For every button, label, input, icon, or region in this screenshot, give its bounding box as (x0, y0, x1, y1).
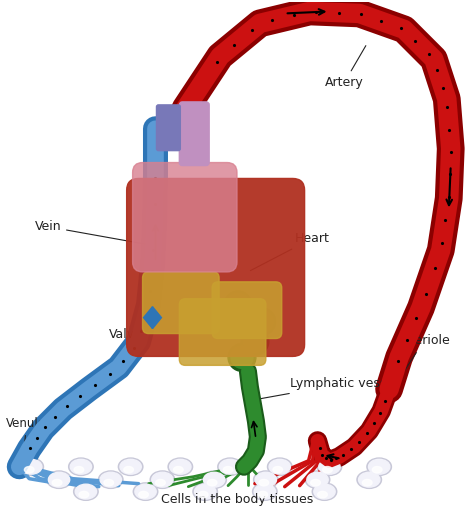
FancyBboxPatch shape (127, 179, 305, 356)
Ellipse shape (150, 471, 175, 488)
Circle shape (231, 347, 253, 368)
Circle shape (228, 344, 256, 371)
Ellipse shape (19, 458, 44, 476)
Ellipse shape (193, 483, 218, 500)
Ellipse shape (312, 483, 337, 500)
Polygon shape (153, 307, 162, 329)
Ellipse shape (47, 471, 71, 488)
Ellipse shape (73, 483, 98, 500)
Ellipse shape (318, 492, 328, 498)
Ellipse shape (155, 479, 165, 486)
Circle shape (244, 331, 266, 352)
Ellipse shape (198, 492, 208, 498)
Ellipse shape (104, 479, 114, 486)
Ellipse shape (152, 472, 173, 487)
FancyBboxPatch shape (143, 272, 219, 333)
FancyBboxPatch shape (179, 102, 209, 165)
Ellipse shape (310, 479, 320, 486)
Ellipse shape (219, 459, 241, 474)
Ellipse shape (267, 458, 292, 476)
Ellipse shape (273, 466, 283, 473)
Ellipse shape (357, 471, 382, 488)
Ellipse shape (139, 492, 148, 498)
Ellipse shape (259, 479, 269, 486)
Text: Vein: Vein (35, 220, 148, 245)
Circle shape (251, 311, 273, 333)
Ellipse shape (168, 458, 192, 476)
Circle shape (241, 328, 269, 355)
Ellipse shape (255, 472, 276, 487)
Circle shape (224, 291, 252, 318)
Ellipse shape (100, 472, 121, 487)
Ellipse shape (307, 472, 328, 487)
Ellipse shape (170, 459, 191, 474)
FancyBboxPatch shape (179, 298, 266, 366)
Ellipse shape (254, 484, 275, 499)
Ellipse shape (223, 466, 233, 473)
Ellipse shape (173, 466, 183, 473)
Ellipse shape (253, 483, 277, 500)
Ellipse shape (207, 479, 217, 486)
FancyBboxPatch shape (212, 282, 282, 338)
Ellipse shape (133, 483, 158, 500)
Ellipse shape (323, 466, 332, 473)
Ellipse shape (69, 458, 93, 476)
Ellipse shape (368, 459, 390, 474)
Ellipse shape (99, 471, 123, 488)
Text: Artery: Artery (325, 46, 366, 89)
Ellipse shape (305, 471, 330, 488)
Ellipse shape (118, 458, 143, 476)
Ellipse shape (254, 471, 278, 488)
Circle shape (248, 308, 276, 335)
Ellipse shape (79, 492, 89, 498)
Ellipse shape (358, 472, 380, 487)
Text: Venule: Venule (6, 417, 46, 458)
Ellipse shape (269, 459, 291, 474)
Ellipse shape (367, 458, 392, 476)
Ellipse shape (314, 484, 335, 499)
Text: Arteriole: Arteriole (391, 334, 451, 392)
Ellipse shape (124, 466, 134, 473)
Ellipse shape (48, 472, 70, 487)
Ellipse shape (120, 459, 141, 474)
Ellipse shape (203, 472, 225, 487)
Ellipse shape (75, 484, 97, 499)
Text: Heart: Heart (250, 232, 329, 271)
Ellipse shape (70, 459, 91, 474)
Ellipse shape (24, 466, 34, 473)
Circle shape (227, 294, 249, 316)
Ellipse shape (202, 471, 227, 488)
Ellipse shape (363, 479, 372, 486)
Ellipse shape (373, 466, 382, 473)
Ellipse shape (74, 466, 84, 473)
Ellipse shape (317, 458, 342, 476)
Text: Cells in the body tissues: Cells in the body tissues (161, 493, 313, 505)
Ellipse shape (135, 484, 156, 499)
Ellipse shape (319, 459, 340, 474)
FancyBboxPatch shape (156, 105, 180, 151)
Polygon shape (144, 307, 153, 329)
Ellipse shape (20, 459, 42, 474)
Ellipse shape (218, 458, 242, 476)
Ellipse shape (258, 492, 268, 498)
Text: Valve: Valve (109, 319, 150, 340)
Text: Lymphatic vessel: Lymphatic vessel (261, 377, 397, 399)
Ellipse shape (194, 484, 216, 499)
FancyBboxPatch shape (133, 162, 237, 272)
Ellipse shape (52, 479, 62, 486)
